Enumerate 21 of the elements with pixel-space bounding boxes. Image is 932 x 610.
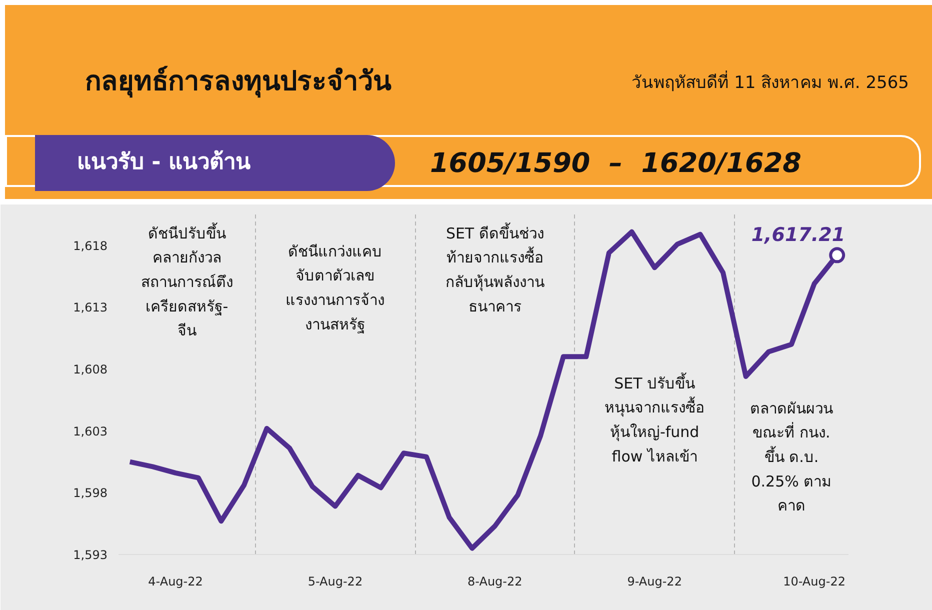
text: แนวรับ - แนวต้าน <box>35 135 395 191</box>
y-tick-label: 1,618 <box>73 238 108 253</box>
annotation: SET ปรับขึ้น หนุนจากแรงซื้อ หุ้นใหญ่-fund flow ไหลเข้า <box>604 372 705 466</box>
chart-title: กลยุทธ์การลงทุนประจำวัน <box>85 64 391 100</box>
x-tick-label: 9-Aug-22 <box>627 574 682 588</box>
x-tick-label: 10-Aug-22 <box>783 574 846 588</box>
data-label: 1,617.21 <box>751 224 846 246</box>
annotation: SET ดีดขึ้นช่วง ท้ายจากแรงซื้อ กลับหุ้นพลังงาน ธนาคาร <box>445 222 544 316</box>
x-tick-label: 4-Aug-22 <box>148 574 203 588</box>
annotation: ดัชนีปรับขึ้น คลายกังวล สถานการณ์ตึง เครียดสหรัฐ- จีน <box>140 222 233 340</box>
annotation: ตลาดผันผวน ขณะที่ กนง. ขึ้น ด.บ. 0.25% ตาม คาด <box>750 399 833 515</box>
annotation: ดัชนีแกว่งแคบ จับตาตัวเลข แรงงานการจ้าง งานสหรัฐ <box>286 242 385 334</box>
y-tick-label: 1,593 <box>73 548 108 562</box>
y-tick-label: 1,598 <box>73 486 108 500</box>
x-tick-label: 5-Aug-22 <box>308 574 363 588</box>
x-tick-label: 8-Aug-22 <box>468 574 522 588</box>
y-tick-label: 1,603 <box>73 424 108 438</box>
chart-subtitle: วันพฤหัสบดีที่ 11 สิงหาคม พ.ศ. 2565 <box>632 71 909 95</box>
y-tick-label: 1,608 <box>73 362 108 377</box>
text: 1605/1590 – 1620/1628 <box>430 147 802 181</box>
y-tick-label: 1,613 <box>73 300 108 315</box>
